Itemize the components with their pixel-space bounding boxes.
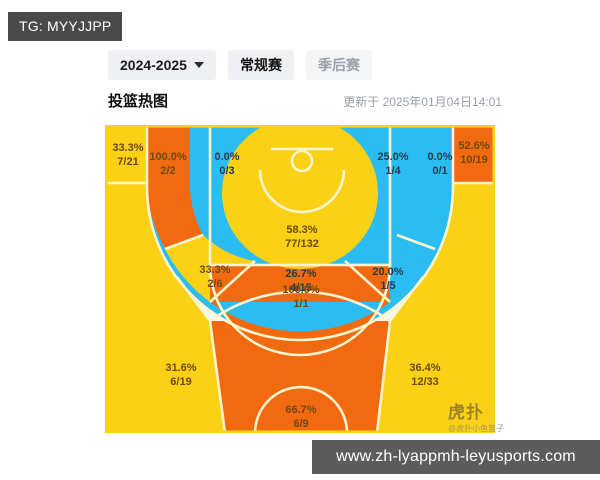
court-frame xyxy=(105,125,495,433)
zone-restricted-area xyxy=(222,125,378,269)
season-select[interactable]: 2024-2025 xyxy=(108,50,216,80)
zone-free-throw-mid-strip xyxy=(210,265,390,302)
zone-group-inside-three xyxy=(147,125,453,340)
outer-divider-left xyxy=(208,320,227,433)
title-row: 投篮热图 更新于 2025年01月04日14:01 xyxy=(108,90,502,111)
url-bar: www.zh-lyappmh-leyusports.com xyxy=(312,440,600,474)
paint-rect xyxy=(208,125,392,267)
mid-divider-left-b xyxy=(209,260,256,303)
wing-divider-left xyxy=(175,276,212,322)
three-point-line xyxy=(145,125,455,342)
zone-right-corner-3 xyxy=(453,125,495,183)
tab-playoffs[interactable]: 季后赛 xyxy=(305,50,372,80)
mid-divider-right-a xyxy=(396,233,436,251)
zone-top-key-3 xyxy=(210,321,390,433)
court-svg: 33.3% 7/21 100.0% 2/2 0.0% 0/3 58.3% 77/… xyxy=(105,125,495,433)
outer-divider-right xyxy=(375,320,392,433)
zone-right-wing-3 xyxy=(377,183,495,433)
restricted-arc xyxy=(258,169,346,214)
mid-divider-left-a xyxy=(164,233,204,251)
center-circle-arc xyxy=(253,385,349,433)
free-throw-circle-lower xyxy=(208,264,392,357)
updated-timestamp: 更新于 2025年01月04日14:01 xyxy=(343,95,502,109)
wing-divider-right xyxy=(388,276,425,322)
chevron-down-icon xyxy=(193,62,204,68)
mid-divider-right-b xyxy=(344,260,391,303)
zone-left-corner-3 xyxy=(105,125,147,183)
zone-group-outside-three xyxy=(105,125,495,433)
season-select-value: 2024-2025 xyxy=(120,57,187,73)
key-outer-arc xyxy=(209,290,391,323)
controls-row: 2024-2025 常规赛 季后赛 xyxy=(108,50,372,80)
court-lines xyxy=(105,125,495,433)
page-title: 投篮热图 xyxy=(108,93,169,110)
shot-chart-heatmap[interactable]: 33.3% 7/21 100.0% 2/2 0.0% 0/3 58.3% 77/… xyxy=(105,125,495,433)
zone-left-baseline-mid xyxy=(147,125,203,249)
zone-left-wing-3 xyxy=(105,183,225,433)
tg-badge: TG: MYYJJPP xyxy=(8,12,123,41)
tab-regular-season[interactable]: 常规赛 xyxy=(227,50,294,80)
